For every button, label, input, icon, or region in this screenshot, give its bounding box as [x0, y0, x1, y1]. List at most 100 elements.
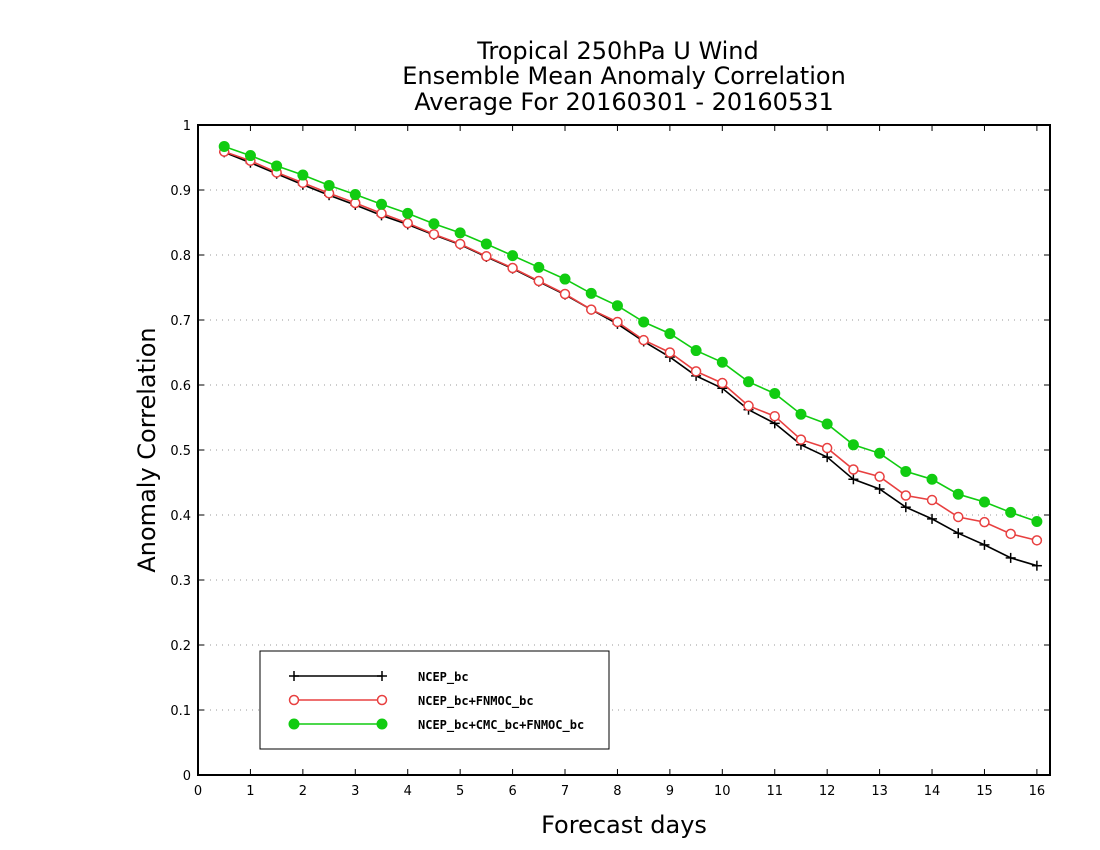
- data-point: [244, 150, 256, 162]
- data-point: [454, 227, 466, 239]
- data-point: [218, 140, 230, 152]
- chart-title-line-1: Tropical 250hPa U Wind: [476, 37, 759, 65]
- data-point: [297, 169, 309, 181]
- data-point: [612, 316, 623, 328]
- data-point: [900, 490, 912, 501]
- data-point: [271, 160, 283, 172]
- legend-marker: [288, 718, 300, 730]
- x-tick-label: 8: [613, 784, 621, 799]
- legend-marker: [289, 671, 299, 681]
- data-point: [480, 238, 492, 250]
- data-point: [926, 494, 938, 506]
- data-point: [717, 377, 728, 389]
- data-point: [585, 287, 597, 299]
- gridlines: [198, 189, 1050, 711]
- data-point: [848, 474, 859, 485]
- data-point: [848, 464, 859, 475]
- data-point: [664, 328, 676, 340]
- y-tick-label: 0.5: [170, 444, 191, 459]
- x-tick-label: 0: [194, 784, 202, 799]
- data-point: [507, 262, 518, 274]
- data-point: [900, 502, 911, 513]
- data-point: [559, 273, 571, 285]
- x-tick-label: 5: [456, 784, 464, 799]
- data-point: [454, 238, 466, 250]
- data-point: [769, 387, 781, 399]
- data-point: [952, 511, 964, 523]
- y-tick-label: 0.4: [170, 509, 191, 524]
- x-tick-label: 13: [871, 784, 888, 799]
- x-tick-label: 14: [924, 784, 941, 799]
- x-tick-label: 4: [404, 784, 412, 799]
- data-point: [743, 376, 755, 388]
- legend: NCEP_bc NCEP_bc+FNMOC_bc NCEP_bc+CMC_bc+…: [259, 650, 610, 750]
- data-point: [952, 488, 964, 500]
- series-0: [219, 147, 1042, 571]
- data-point: [874, 484, 885, 494]
- data-point: [1005, 506, 1017, 518]
- data-point: [743, 400, 754, 412]
- x-tick-label: 10: [714, 784, 731, 799]
- data-point: [821, 442, 833, 454]
- data-point: [428, 218, 440, 230]
- y-tick-label: 0.6: [170, 379, 191, 394]
- legend-marker: [376, 694, 388, 706]
- data-point: [585, 304, 597, 315]
- data-point: [402, 207, 414, 219]
- data-point: [927, 513, 938, 524]
- axis-ticks: 00.10.20.30.40.50.60.70.80.910 1 2 3 4 5 6 7 8 9 1…: [170, 119, 1050, 799]
- x-tick-label: 15: [976, 784, 993, 799]
- series-line: [223, 145, 1038, 523]
- data-point: [402, 217, 413, 229]
- data-point: [822, 452, 833, 463]
- data-point: [376, 198, 388, 210]
- legend-marker: [377, 671, 387, 681]
- data-point: [716, 356, 728, 368]
- x-tick-label: 2: [299, 784, 307, 799]
- data-point: [376, 208, 387, 219]
- data-point: [795, 434, 807, 445]
- data-point: [611, 300, 623, 312]
- x-tick-label: 12: [819, 784, 836, 799]
- y-axis-title: Anomaly Correlation: [133, 327, 161, 572]
- data-point: [1005, 552, 1016, 563]
- legend-label-ncep-bc: NCEP_bc: [418, 670, 469, 685]
- chart-title-line-3: Average For 20160301 - 20160531: [414, 88, 834, 116]
- data-point: [638, 334, 649, 346]
- x-tick-label: 6: [508, 784, 516, 799]
- y-tick-label: 1: [183, 119, 191, 134]
- series-2: [218, 140, 1043, 527]
- data-point: [874, 447, 886, 459]
- y-tick-label: 0.7: [170, 314, 191, 329]
- data-point: [926, 473, 938, 485]
- data-point: [1031, 560, 1042, 571]
- x-tick-label: 7: [561, 784, 569, 799]
- data-point: [428, 228, 440, 240]
- data-point: [690, 366, 702, 377]
- y-tick-label: 0: [183, 769, 191, 784]
- x-tick-label: 9: [666, 784, 674, 799]
- series-layer: [218, 140, 1043, 571]
- data-point: [978, 496, 990, 508]
- legend-samples: [288, 671, 388, 730]
- data-point: [795, 408, 807, 420]
- y-tick-label: 0.3: [170, 574, 191, 589]
- data-point: [481, 251, 492, 262]
- data-point: [690, 345, 702, 357]
- y-tick-label: 0.1: [170, 704, 191, 719]
- data-point: [1005, 528, 1016, 540]
- data-point: [979, 516, 990, 528]
- y-tick-label: 0.9: [170, 184, 191, 199]
- data-point: [664, 347, 676, 358]
- data-point: [821, 418, 833, 430]
- series-1: [218, 146, 1043, 546]
- x-tick-label: 16: [1029, 784, 1046, 799]
- y-tick-label: 0.2: [170, 639, 191, 654]
- x-tick-label: 1: [246, 784, 254, 799]
- data-point: [979, 539, 990, 550]
- data-point: [349, 189, 361, 201]
- data-point: [900, 465, 912, 477]
- legend-marker: [288, 694, 300, 706]
- y-tick-label: 0.8: [170, 249, 191, 264]
